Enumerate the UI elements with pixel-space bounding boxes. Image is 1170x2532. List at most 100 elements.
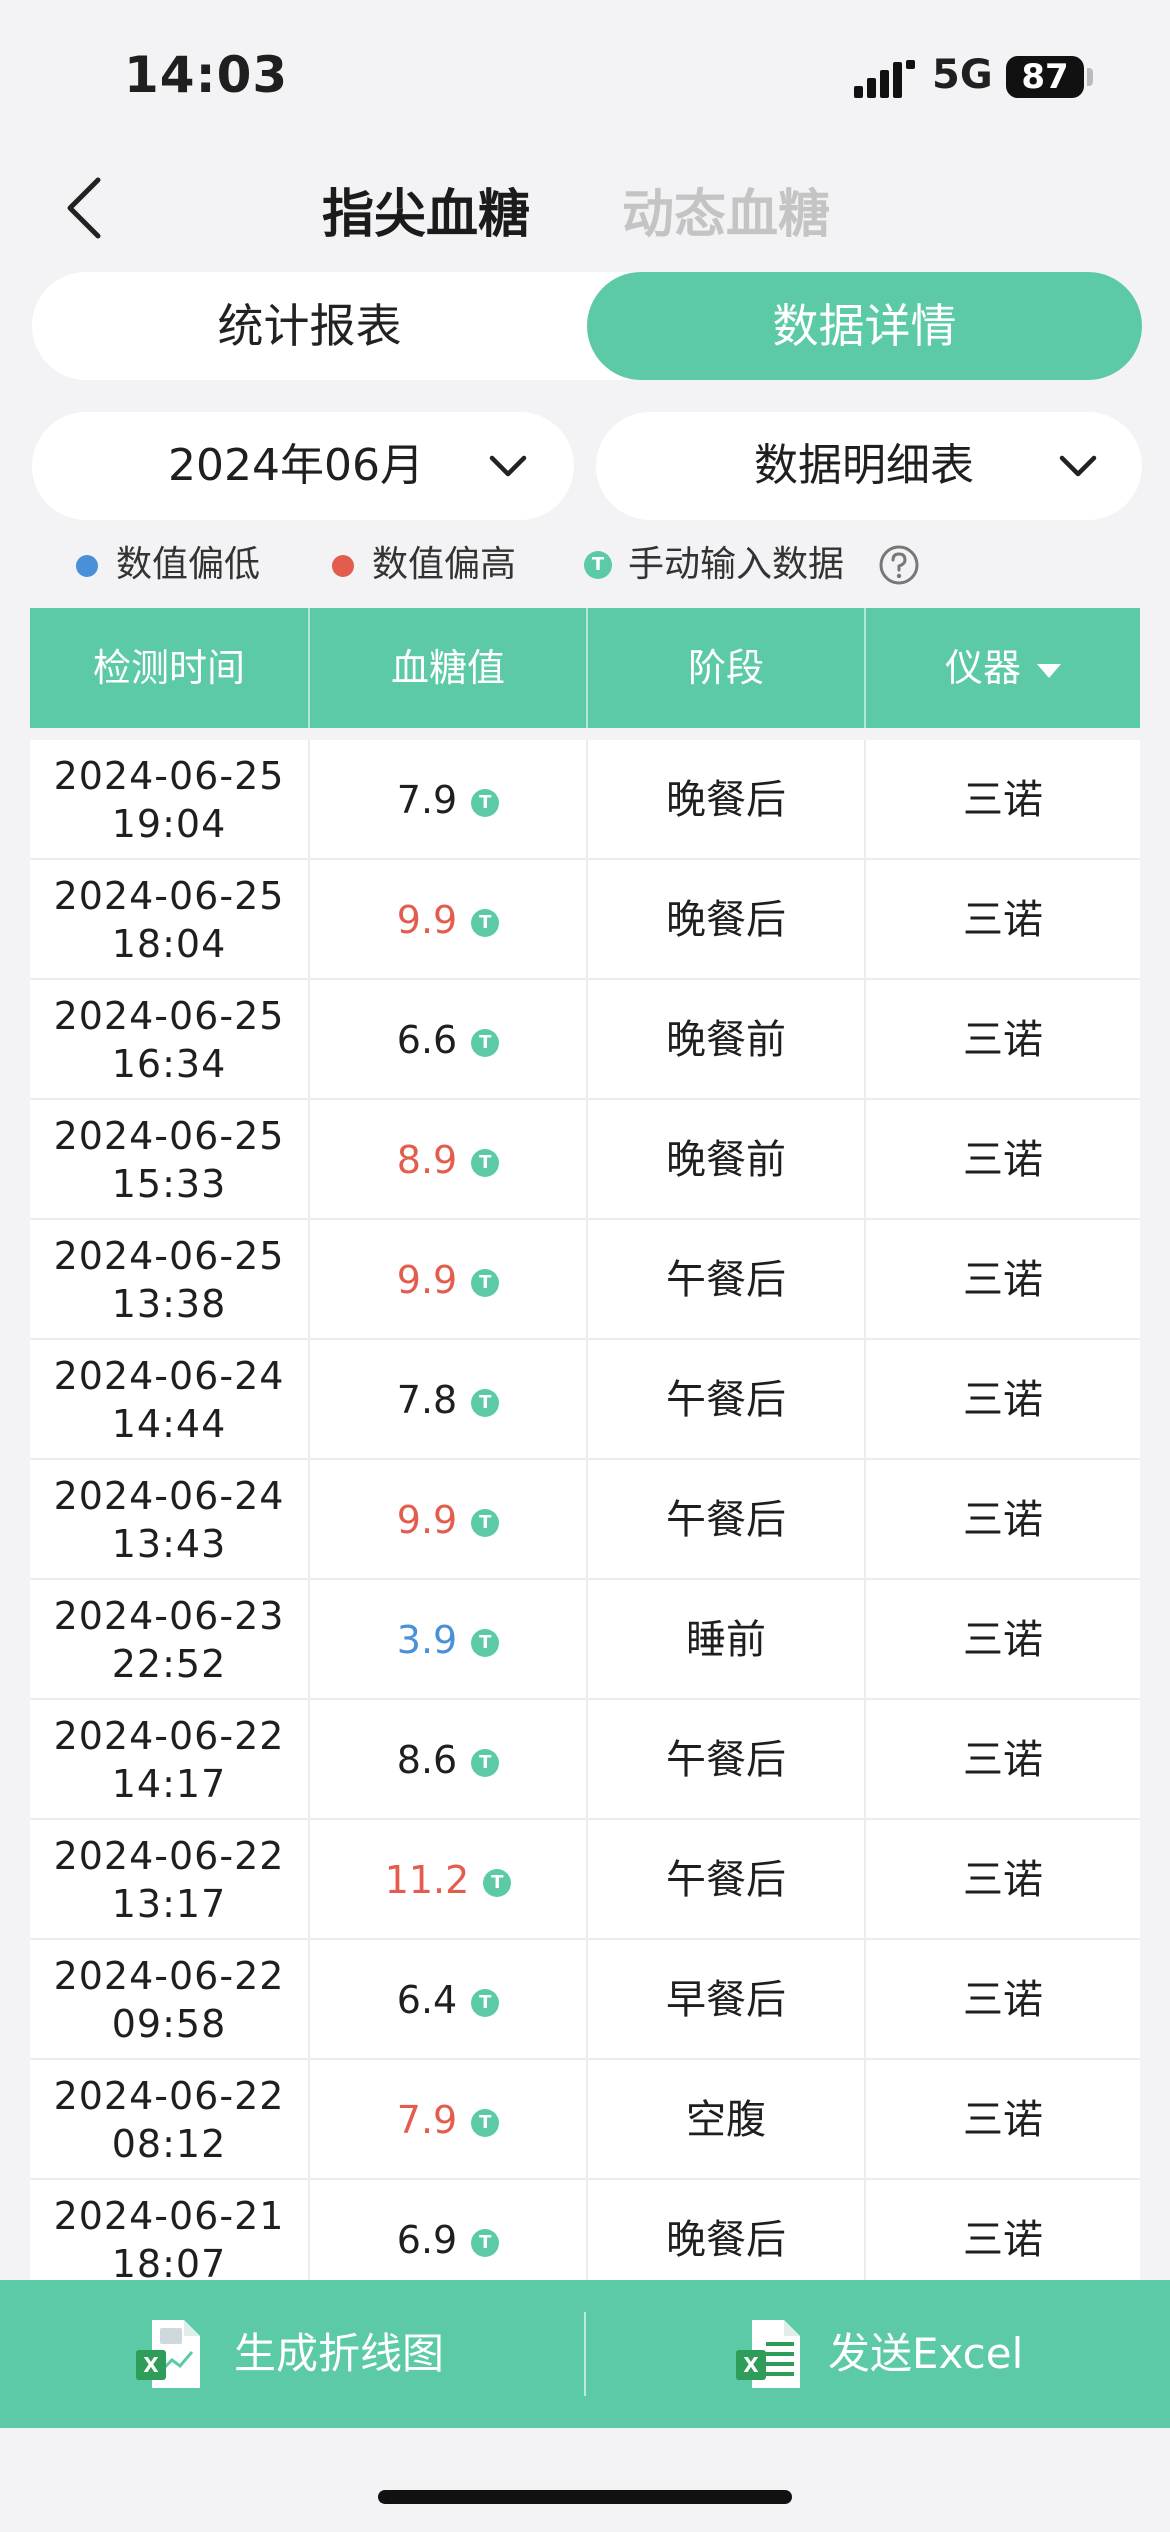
- cell-date: 2024-06-25: [53, 1234, 285, 1278]
- cell-glucose: 6.4 T: [308, 1940, 586, 2060]
- cell-device: 三诺: [864, 1580, 1140, 1700]
- home-indicator[interactable]: [378, 2490, 792, 2504]
- manual-entry-icon: T: [471, 2108, 500, 2137]
- manual-entry-icon: T: [471, 1988, 500, 2017]
- network-type: 5G: [932, 52, 993, 98]
- cell-device: 三诺: [864, 2060, 1140, 2180]
- cell-date: 2024-06-21: [53, 2194, 285, 2238]
- segment-statistics-report[interactable]: 统计报表: [217, 299, 402, 353]
- manual-entry-icon: T: [471, 1628, 500, 1657]
- column-header-glucose: 血糖值: [308, 608, 586, 728]
- table-row[interactable]: 2024-06-22 14:17 8.6 T 午餐后 三诺: [30, 1700, 1140, 1820]
- bottom-action-bar: X 生成折线图 X 发送Excel: [0, 2280, 1170, 2428]
- glucose-value: 7.9: [396, 2098, 458, 2142]
- back-arrow-icon[interactable]: [54, 172, 114, 244]
- cell-clock: 15:33: [111, 1162, 227, 1206]
- cell-clock: 18:07: [111, 2242, 227, 2280]
- column-header-device[interactable]: 仪器: [864, 608, 1140, 728]
- manual-entry-icon: T: [471, 1388, 500, 1417]
- column-header-stage: 阶段: [586, 608, 864, 728]
- cell-time: 2024-06-24 14:44: [30, 1340, 308, 1460]
- cell-glucose: 6.9 T: [308, 2180, 586, 2280]
- cell-date: 2024-06-24: [53, 1474, 285, 1518]
- table-row[interactable]: 2024-06-25 19:04 7.9 T 晚餐后 三诺: [30, 740, 1140, 860]
- glucose-value: 7.8: [396, 1378, 458, 1422]
- table-row[interactable]: 2024-06-22 13:17 11.2 T 午餐后 三诺: [30, 1820, 1140, 1940]
- table-row[interactable]: 2024-06-24 14:44 7.8 T 午餐后 三诺: [30, 1340, 1140, 1460]
- month-selector[interactable]: 2024年06月: [32, 412, 574, 520]
- report-type-value: 数据明细表: [754, 440, 974, 491]
- cell-time: 2024-06-25 15:33: [30, 1100, 308, 1220]
- cell-device: 三诺: [864, 1940, 1140, 2060]
- cell-date: 2024-06-22: [53, 1714, 285, 1758]
- report-type-selector[interactable]: 数据明细表: [596, 412, 1142, 520]
- cell-stage: 晚餐后: [586, 740, 864, 860]
- tab-fingertip-glucose[interactable]: 指尖血糖: [322, 185, 531, 245]
- table-row[interactable]: 2024-06-21 18:07 6.9 T 晚餐后 三诺: [30, 2180, 1140, 2280]
- table-row[interactable]: 2024-06-25 13:38 9.9 T 午餐后 三诺: [30, 1220, 1140, 1340]
- table-row[interactable]: 2024-06-25 18:04 9.9 T 晚餐后 三诺: [30, 860, 1140, 980]
- status-time: 14:03: [124, 46, 289, 104]
- chevron-down-icon: [1059, 455, 1097, 477]
- legend-low-label: 数值偏低: [116, 544, 261, 585]
- caret-down-icon: [1037, 663, 1061, 678]
- table-row[interactable]: 2024-06-22 08:12 7.9 T 空腹 三诺: [30, 2060, 1140, 2180]
- manual-entry-icon: T: [471, 788, 500, 817]
- generate-line-chart-label: 生成折线图: [234, 2329, 445, 2378]
- glucose-value: 3.9: [396, 1618, 458, 1662]
- cell-clock: 08:12: [111, 2122, 227, 2166]
- cell-time: 2024-06-25 19:04: [30, 740, 308, 860]
- cell-time: 2024-06-22 08:12: [30, 2060, 308, 2180]
- send-excel-button[interactable]: X 发送Excel: [586, 2280, 1170, 2428]
- cell-stage: 午餐后: [586, 1460, 864, 1580]
- cell-stage: 午餐后: [586, 1700, 864, 1820]
- cell-glucose: 6.6 T: [308, 980, 586, 1100]
- excel-file-icon: X: [736, 2320, 800, 2388]
- glucose-value: 8.9: [396, 1138, 458, 1182]
- cell-device: 三诺: [864, 1100, 1140, 1220]
- cell-stage: 晚餐前: [586, 1100, 864, 1220]
- generate-line-chart-button[interactable]: X 生成折线图: [0, 2280, 584, 2428]
- cell-stage: 晚餐前: [586, 980, 864, 1100]
- cell-time: 2024-06-25 13:38: [30, 1220, 308, 1340]
- cell-device: 三诺: [864, 1460, 1140, 1580]
- manual-entry-icon: T: [471, 1508, 500, 1537]
- column-header-device-label: 仪器: [944, 646, 1021, 690]
- bottom-bar-divider: [584, 2312, 586, 2396]
- cell-device: 三诺: [864, 1820, 1140, 1940]
- manual-entry-icon: T: [471, 908, 500, 937]
- cell-date: 2024-06-25: [53, 874, 285, 918]
- high-dot-icon: [332, 555, 354, 577]
- table-row[interactable]: 2024-06-23 22:52 3.9 T 睡前 三诺: [30, 1580, 1140, 1700]
- cell-date: 2024-06-23: [53, 1594, 285, 1638]
- table-row[interactable]: 2024-06-25 16:34 6.6 T 晚餐前 三诺: [30, 980, 1140, 1100]
- help-icon[interactable]: [878, 544, 920, 586]
- cell-device: 三诺: [864, 980, 1140, 1100]
- data-table-body[interactable]: 2024-06-25 19:04 7.9 T 晚餐后 三诺 2024-06-25 18:04 9…: [30, 740, 1140, 2280]
- manual-entry-icon: T: [483, 1868, 512, 1897]
- glucose-value: 9.9: [396, 1498, 458, 1542]
- cell-clock: 09:58: [111, 2002, 227, 2046]
- cell-device: 三诺: [864, 1340, 1140, 1460]
- cell-date: 2024-06-22: [53, 2074, 285, 2118]
- cell-clock: 16:34: [111, 1042, 227, 1086]
- cell-stage: 午餐后: [586, 1820, 864, 1940]
- cell-glucose: 8.6 T: [308, 1700, 586, 1820]
- table-row[interactable]: 2024-06-24 13:43 9.9 T 午餐后 三诺: [30, 1460, 1140, 1580]
- cell-glucose: 9.9 T: [308, 1460, 586, 1580]
- glucose-value: 6.4: [396, 1978, 458, 2022]
- cell-stage: 空腹: [586, 2060, 864, 2180]
- table-row[interactable]: 2024-06-25 15:33 8.9 T 晚餐前 三诺: [30, 1100, 1140, 1220]
- cell-date: 2024-06-24: [53, 1354, 285, 1398]
- cell-device: 三诺: [864, 1700, 1140, 1820]
- table-row[interactable]: 2024-06-22 09:58 6.4 T 早餐后 三诺: [30, 1940, 1140, 2060]
- segment-data-details[interactable]: 数据详情: [587, 272, 1142, 380]
- manual-entry-icon: T: [471, 2228, 500, 2257]
- low-dot-icon: [76, 555, 98, 577]
- glucose-value: 7.9: [396, 778, 458, 822]
- battery-level: 87: [1021, 57, 1069, 97]
- column-header-time: 检测时间: [92, 646, 245, 690]
- excel-chart-file-icon: X: [136, 2320, 200, 2388]
- cell-date: 2024-06-25: [53, 754, 285, 798]
- tab-continuous-glucose[interactable]: 动态血糖: [622, 185, 831, 245]
